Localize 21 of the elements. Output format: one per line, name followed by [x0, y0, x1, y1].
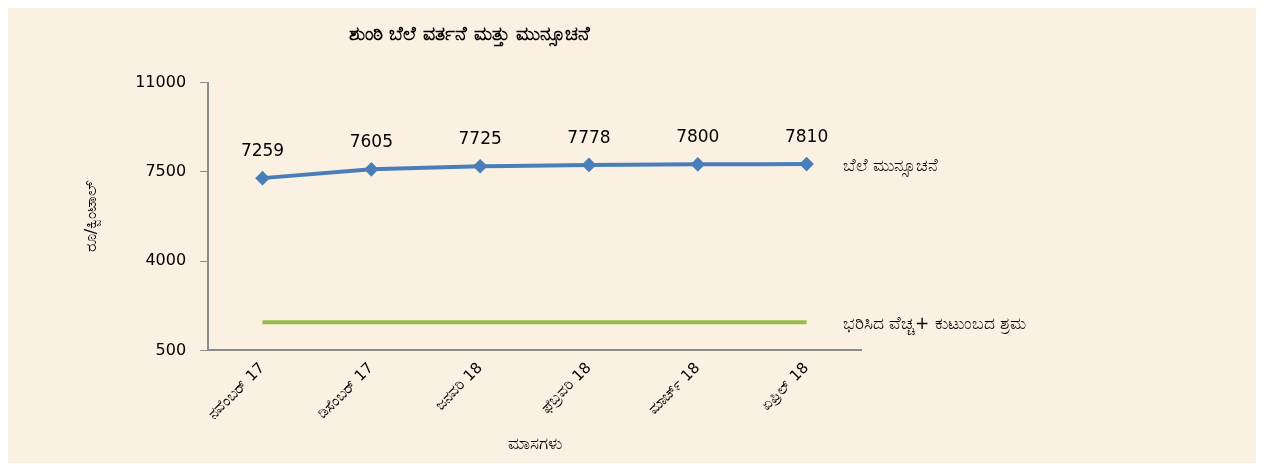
- point: [473, 159, 487, 173]
- point: [364, 162, 378, 176]
- text: ಭರಿಸಿದ ವೆಚ್ಚ+ ಕುಟುಂಬದ ಶ್ರಮ: [842, 312, 1027, 335]
- data-label: 7810: [784, 126, 829, 147]
- y-tick-label: 7500: [145, 161, 187, 181]
- y-tick-label: 11000: [135, 71, 187, 91]
- data-label: 7725: [458, 128, 502, 149]
- data-label: 7778: [567, 126, 611, 147]
- series-label: ಬೆಲೆ ಮುನ್ಸೂಚನೆ: [842, 154, 938, 177]
- data-label: 7259: [240, 140, 285, 161]
- chart-title: ಶುಂಠಿ ಬೆಲೆ ವರ್ತನೆ ಮತ್ತು ಮುನ್ಸೂಚನೆ: [348, 22, 592, 48]
- data-label: 7800: [676, 126, 720, 147]
- point: [582, 158, 596, 172]
- point: [691, 157, 705, 171]
- y-axis-title: ರೂ/ಕ್ವಿಂಟಾಲ್: [80, 179, 101, 253]
- y-tick-label: 500: [155, 339, 187, 359]
- data-label: 7605: [349, 131, 393, 152]
- point: [256, 171, 270, 185]
- y-tick-label: 4000: [145, 250, 187, 270]
- x-axis-title: ಮಾಸಗಳು: [507, 433, 562, 454]
- point: [800, 157, 814, 171]
